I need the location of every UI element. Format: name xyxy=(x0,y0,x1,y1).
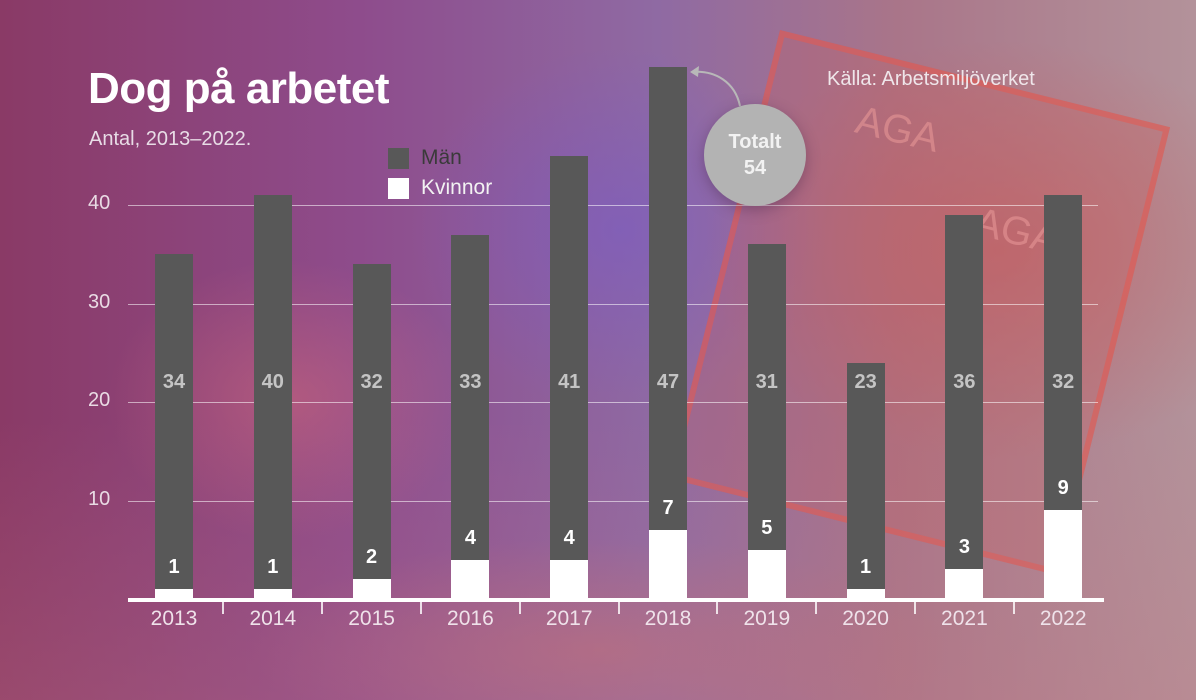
gridline xyxy=(128,500,1098,502)
bar-women xyxy=(352,579,391,599)
bar-men xyxy=(155,254,193,590)
value-label-men: 31 xyxy=(755,371,778,393)
x-axis-baseline xyxy=(128,598,1104,602)
x-axis-label: 2013 xyxy=(150,607,198,630)
legend-label-men: Män xyxy=(421,146,462,169)
value-label-men: 23 xyxy=(854,371,877,393)
x-axis-label: 2017 xyxy=(545,607,593,630)
bar-men xyxy=(945,214,984,570)
bar-women xyxy=(1044,510,1083,599)
gridline xyxy=(128,402,1098,403)
value-label-men: 33 xyxy=(459,371,482,393)
x-axis-label: 2016 xyxy=(447,607,494,630)
bar-women xyxy=(747,549,786,599)
chart-subtitle: Antal, 2013–2022. xyxy=(89,128,252,150)
x-axis-tick xyxy=(815,602,818,614)
annotation-line1: Totalt xyxy=(728,131,782,153)
gridline xyxy=(128,303,1098,305)
x-axis-tick xyxy=(914,602,916,614)
value-label-women: 7 xyxy=(662,497,674,520)
x-axis-label: 2022 xyxy=(1039,607,1087,630)
x-axis-label: 2020 xyxy=(842,607,889,630)
x-axis-label: 2018 xyxy=(644,607,692,630)
bar-men xyxy=(649,67,687,531)
legend-label-women: Kvinnor xyxy=(421,176,493,199)
value-label-men: 41 xyxy=(558,371,581,393)
legend-item-women: Kvinnor xyxy=(388,173,492,203)
value-label-women: 3 xyxy=(958,536,970,559)
value-label-women: 4 xyxy=(563,526,575,549)
chart-title: Dog på arbetet xyxy=(88,64,390,113)
annotation-line2: 54 xyxy=(743,157,767,179)
bar-men xyxy=(1044,195,1083,511)
bar-men xyxy=(846,362,885,590)
x-axis-label: 2021 xyxy=(941,607,988,630)
bar-women xyxy=(649,530,687,599)
value-label-women: 1 xyxy=(267,556,279,579)
value-label-men: 47 xyxy=(656,371,680,393)
y-axis-label: 10 xyxy=(88,487,111,510)
bar-women xyxy=(550,559,589,599)
bar-men xyxy=(451,234,490,560)
value-label-women: 1 xyxy=(168,556,180,579)
value-label-women: 5 xyxy=(761,516,773,539)
x-axis-tick xyxy=(321,602,324,614)
bar-men xyxy=(747,244,786,550)
value-label-women: 2 xyxy=(366,546,378,569)
bar-women xyxy=(155,589,193,599)
value-label-women: 4 xyxy=(464,526,476,549)
x-axis-tick xyxy=(716,602,719,614)
bar-men xyxy=(253,195,292,590)
total-annotation-bubble: Totalt 54 xyxy=(704,104,806,206)
y-axis-label: 20 xyxy=(88,389,111,411)
value-label-women: 9 xyxy=(1057,477,1069,500)
gridline xyxy=(128,205,1098,206)
chart-legend: Män Kvinnor xyxy=(388,143,492,203)
value-label-men: 36 xyxy=(953,371,976,393)
bar-women xyxy=(253,589,292,599)
x-axis-tick xyxy=(617,602,620,614)
legend-swatch-women xyxy=(388,177,409,199)
legend-swatch-men xyxy=(388,147,409,169)
value-label-men: 34 xyxy=(162,371,186,393)
bar-men xyxy=(352,264,391,580)
x-axis-tick xyxy=(222,602,225,614)
x-axis-label: 2014 xyxy=(249,607,297,630)
y-axis-label: 30 xyxy=(88,290,111,313)
legend-item-men: Män xyxy=(388,143,492,173)
value-label-men: 32 xyxy=(360,371,383,393)
x-axis-tick xyxy=(1012,602,1015,614)
x-axis-tick xyxy=(420,602,422,614)
value-label-women: 1 xyxy=(860,556,872,579)
bar-women xyxy=(451,559,490,599)
x-axis-label: 2019 xyxy=(743,607,791,630)
bar-men xyxy=(550,155,589,560)
y-axis-label: 40 xyxy=(88,192,111,214)
value-label-men: 40 xyxy=(261,371,284,393)
x-axis-tick xyxy=(518,602,521,614)
value-label-men: 32 xyxy=(1052,371,1075,393)
x-axis-label: 2015 xyxy=(348,607,395,630)
bar-women xyxy=(846,589,885,599)
chart-source: Källa: Arbetsmiljöverket xyxy=(827,68,1035,90)
bar-women xyxy=(945,569,984,599)
